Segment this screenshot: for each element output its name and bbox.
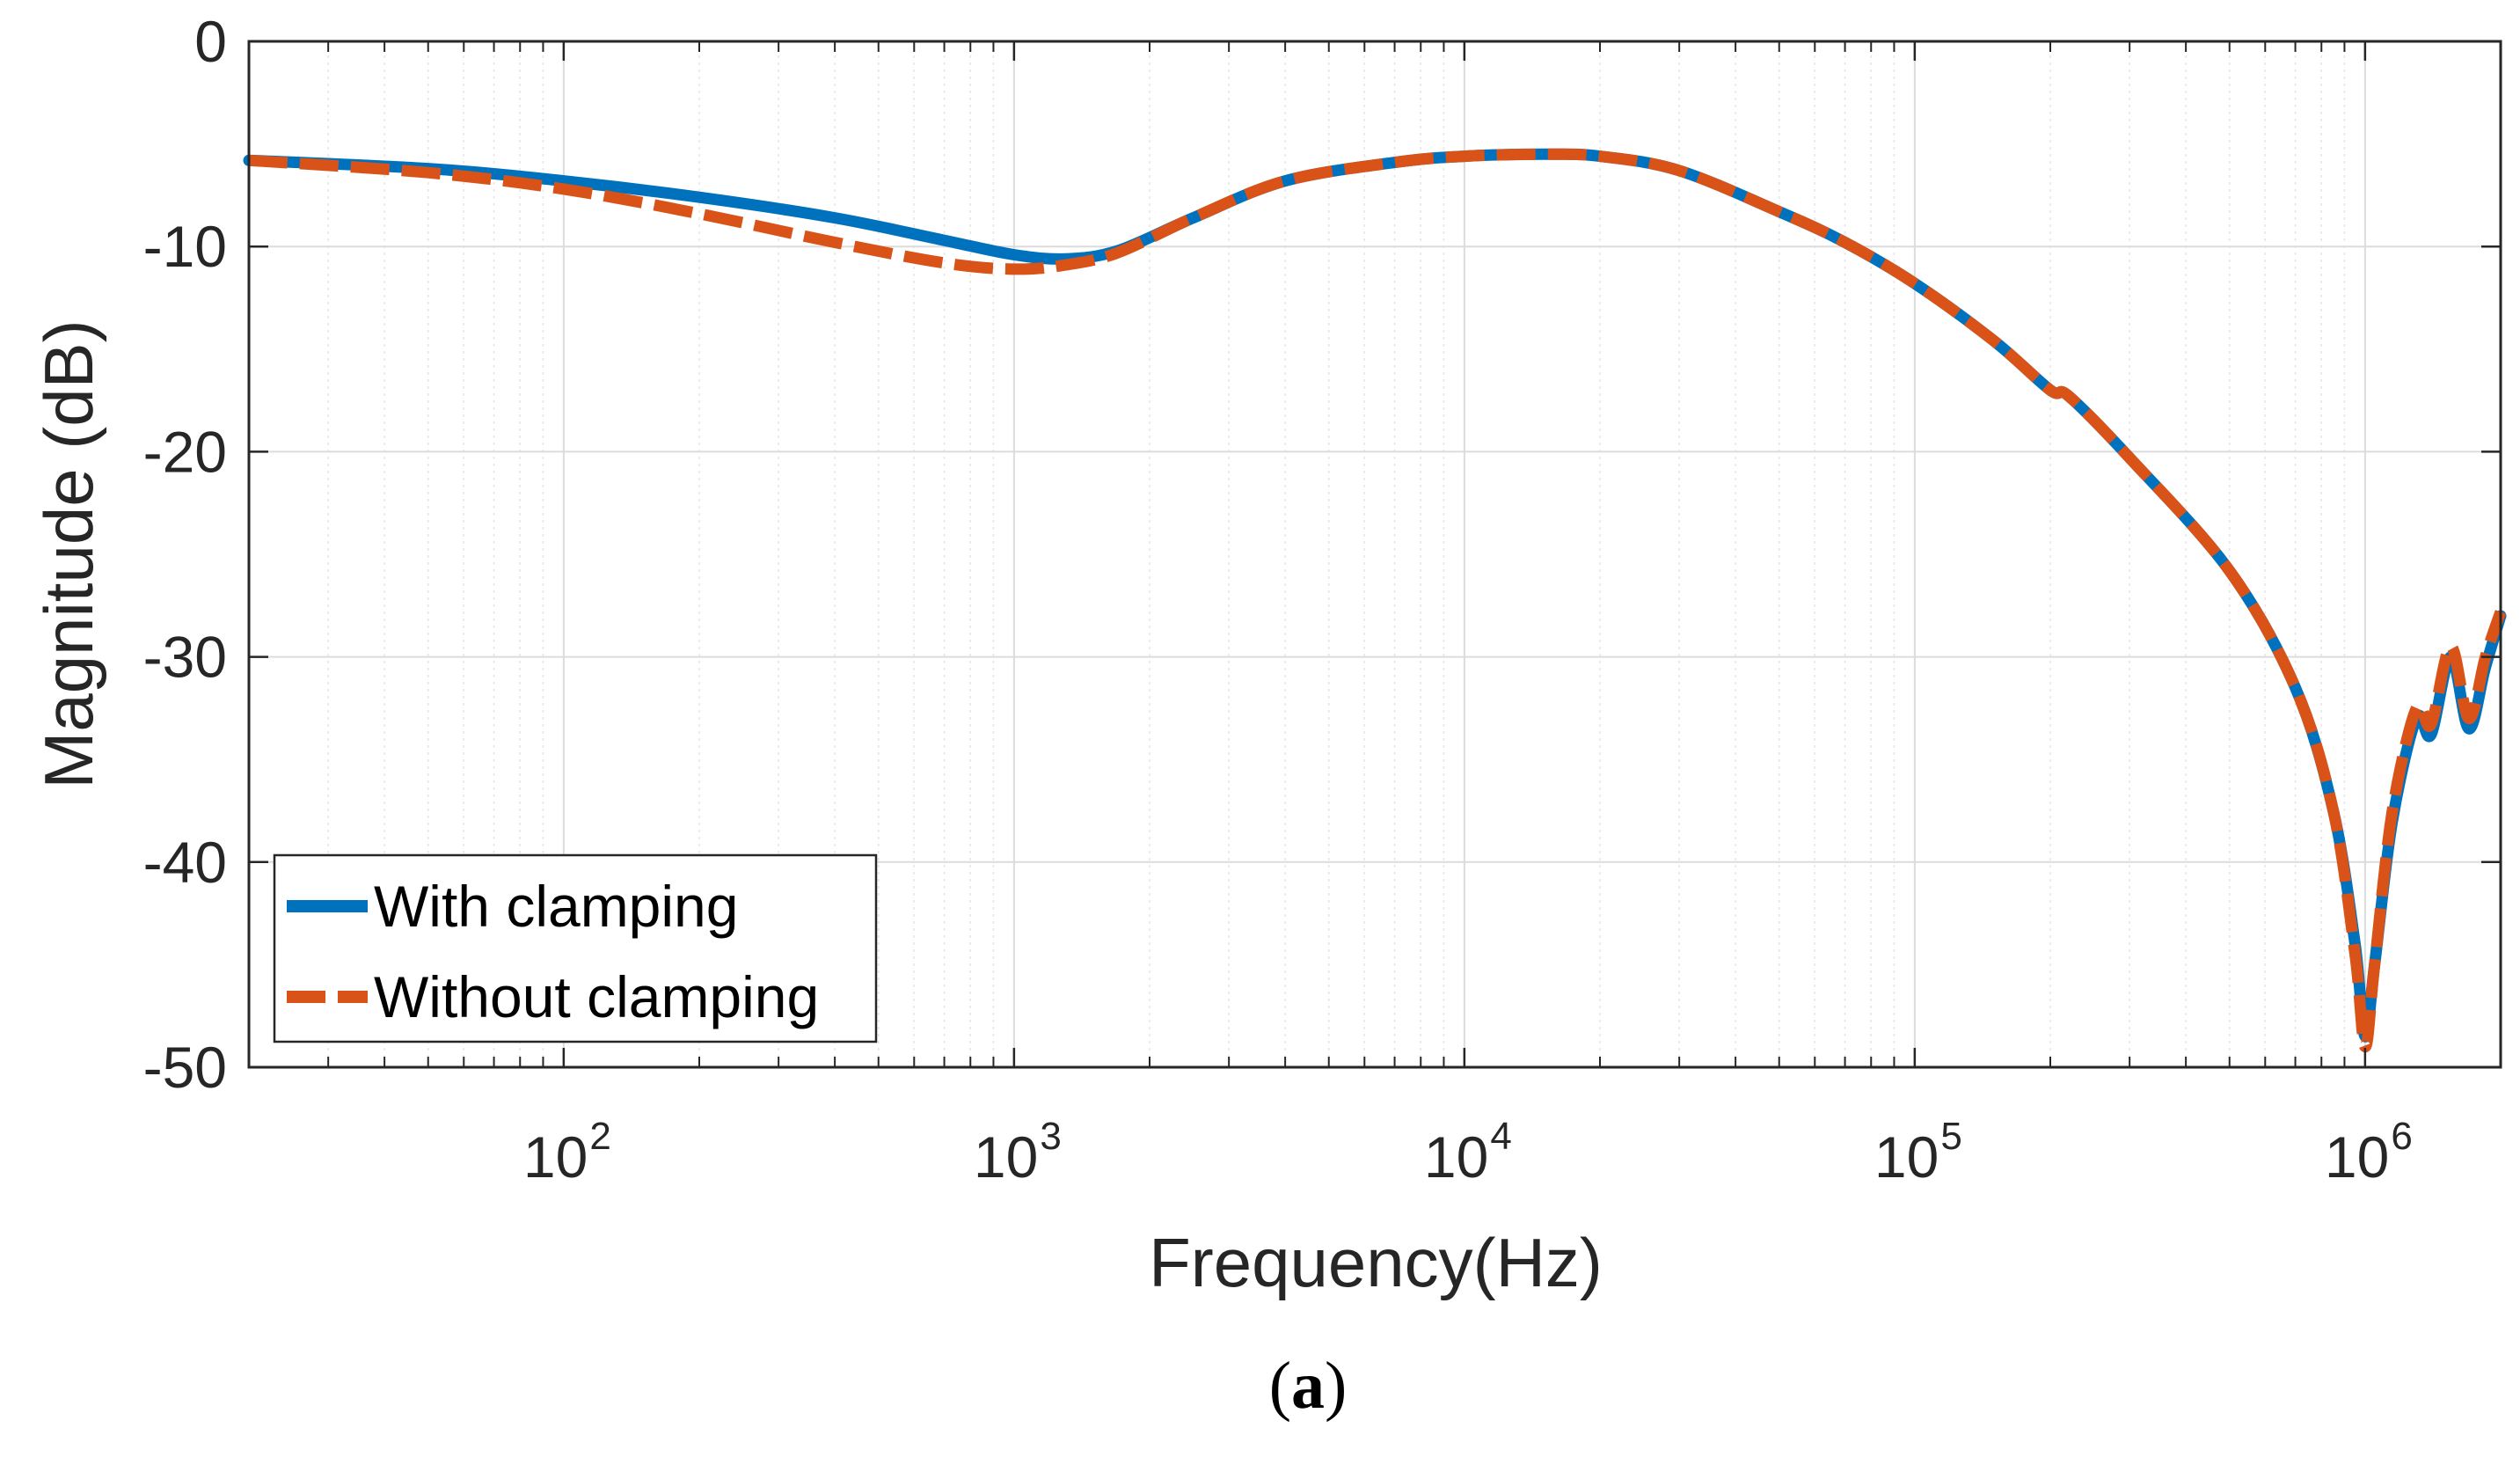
x-tick-label-exponent: 2: [589, 1115, 610, 1158]
y-tick-label: -40: [143, 830, 227, 895]
x-tick-label-base: 10: [2325, 1124, 2389, 1190]
legend-label-without-clamping: Without clamping: [374, 964, 819, 1029]
ticks-layer: [249, 40, 2501, 1069]
y-tick-label: -10: [143, 214, 227, 279]
minor-grid: [327, 41, 2346, 1067]
x-tick-label-exponent: 6: [2391, 1115, 2412, 1158]
y-tick-label: -20: [143, 419, 227, 484]
series-layer: [243, 148, 2507, 1053]
legend: With clamping Without clamping: [273, 853, 878, 1043]
caption-open-paren: (: [1269, 1349, 1291, 1423]
x-tick-label-base: 10: [1874, 1124, 1939, 1190]
x-tick-label-base: 10: [1424, 1124, 1488, 1190]
x-tick-label: 102: [523, 1115, 611, 1190]
caption-letter: a: [1291, 1349, 1325, 1423]
y-tick-labels: 0 -10 -20 -30 -40 -50: [143, 9, 227, 1100]
plot-box: [247, 40, 2502, 1069]
legend-box: [273, 853, 878, 1043]
x-tick-label: 106: [2325, 1115, 2413, 1190]
series-line-without-clamping: [248, 148, 2507, 1053]
figure-caption: (a): [1269, 1349, 1348, 1423]
x-tick-label: 103: [974, 1115, 1062, 1190]
x-tick-label-base: 10: [974, 1124, 1038, 1190]
x-tick-label-exponent: 5: [1940, 1115, 1961, 1158]
y-tick-label: -50: [143, 1035, 227, 1100]
x-tick-label-exponent: 4: [1490, 1115, 1511, 1158]
legend-label-with-clamping: With clamping: [374, 874, 738, 939]
caption-close-paren: ): [1325, 1349, 1347, 1423]
x-tick-label-base: 10: [523, 1124, 588, 1190]
x-tick-label: 105: [1874, 1115, 1962, 1190]
y-axis-title: Magnitude (dB): [30, 319, 107, 788]
x-tick-label: 104: [1424, 1115, 1512, 1190]
x-tick-labels: 102 103 104 105 106: [523, 1115, 2413, 1190]
y-tick-label: -30: [143, 625, 227, 690]
y-tick-label: 0: [194, 9, 227, 74]
x-axis-title: Frequency(Hz): [1149, 1224, 1603, 1301]
x-tick-label-exponent: 3: [1040, 1115, 1061, 1158]
